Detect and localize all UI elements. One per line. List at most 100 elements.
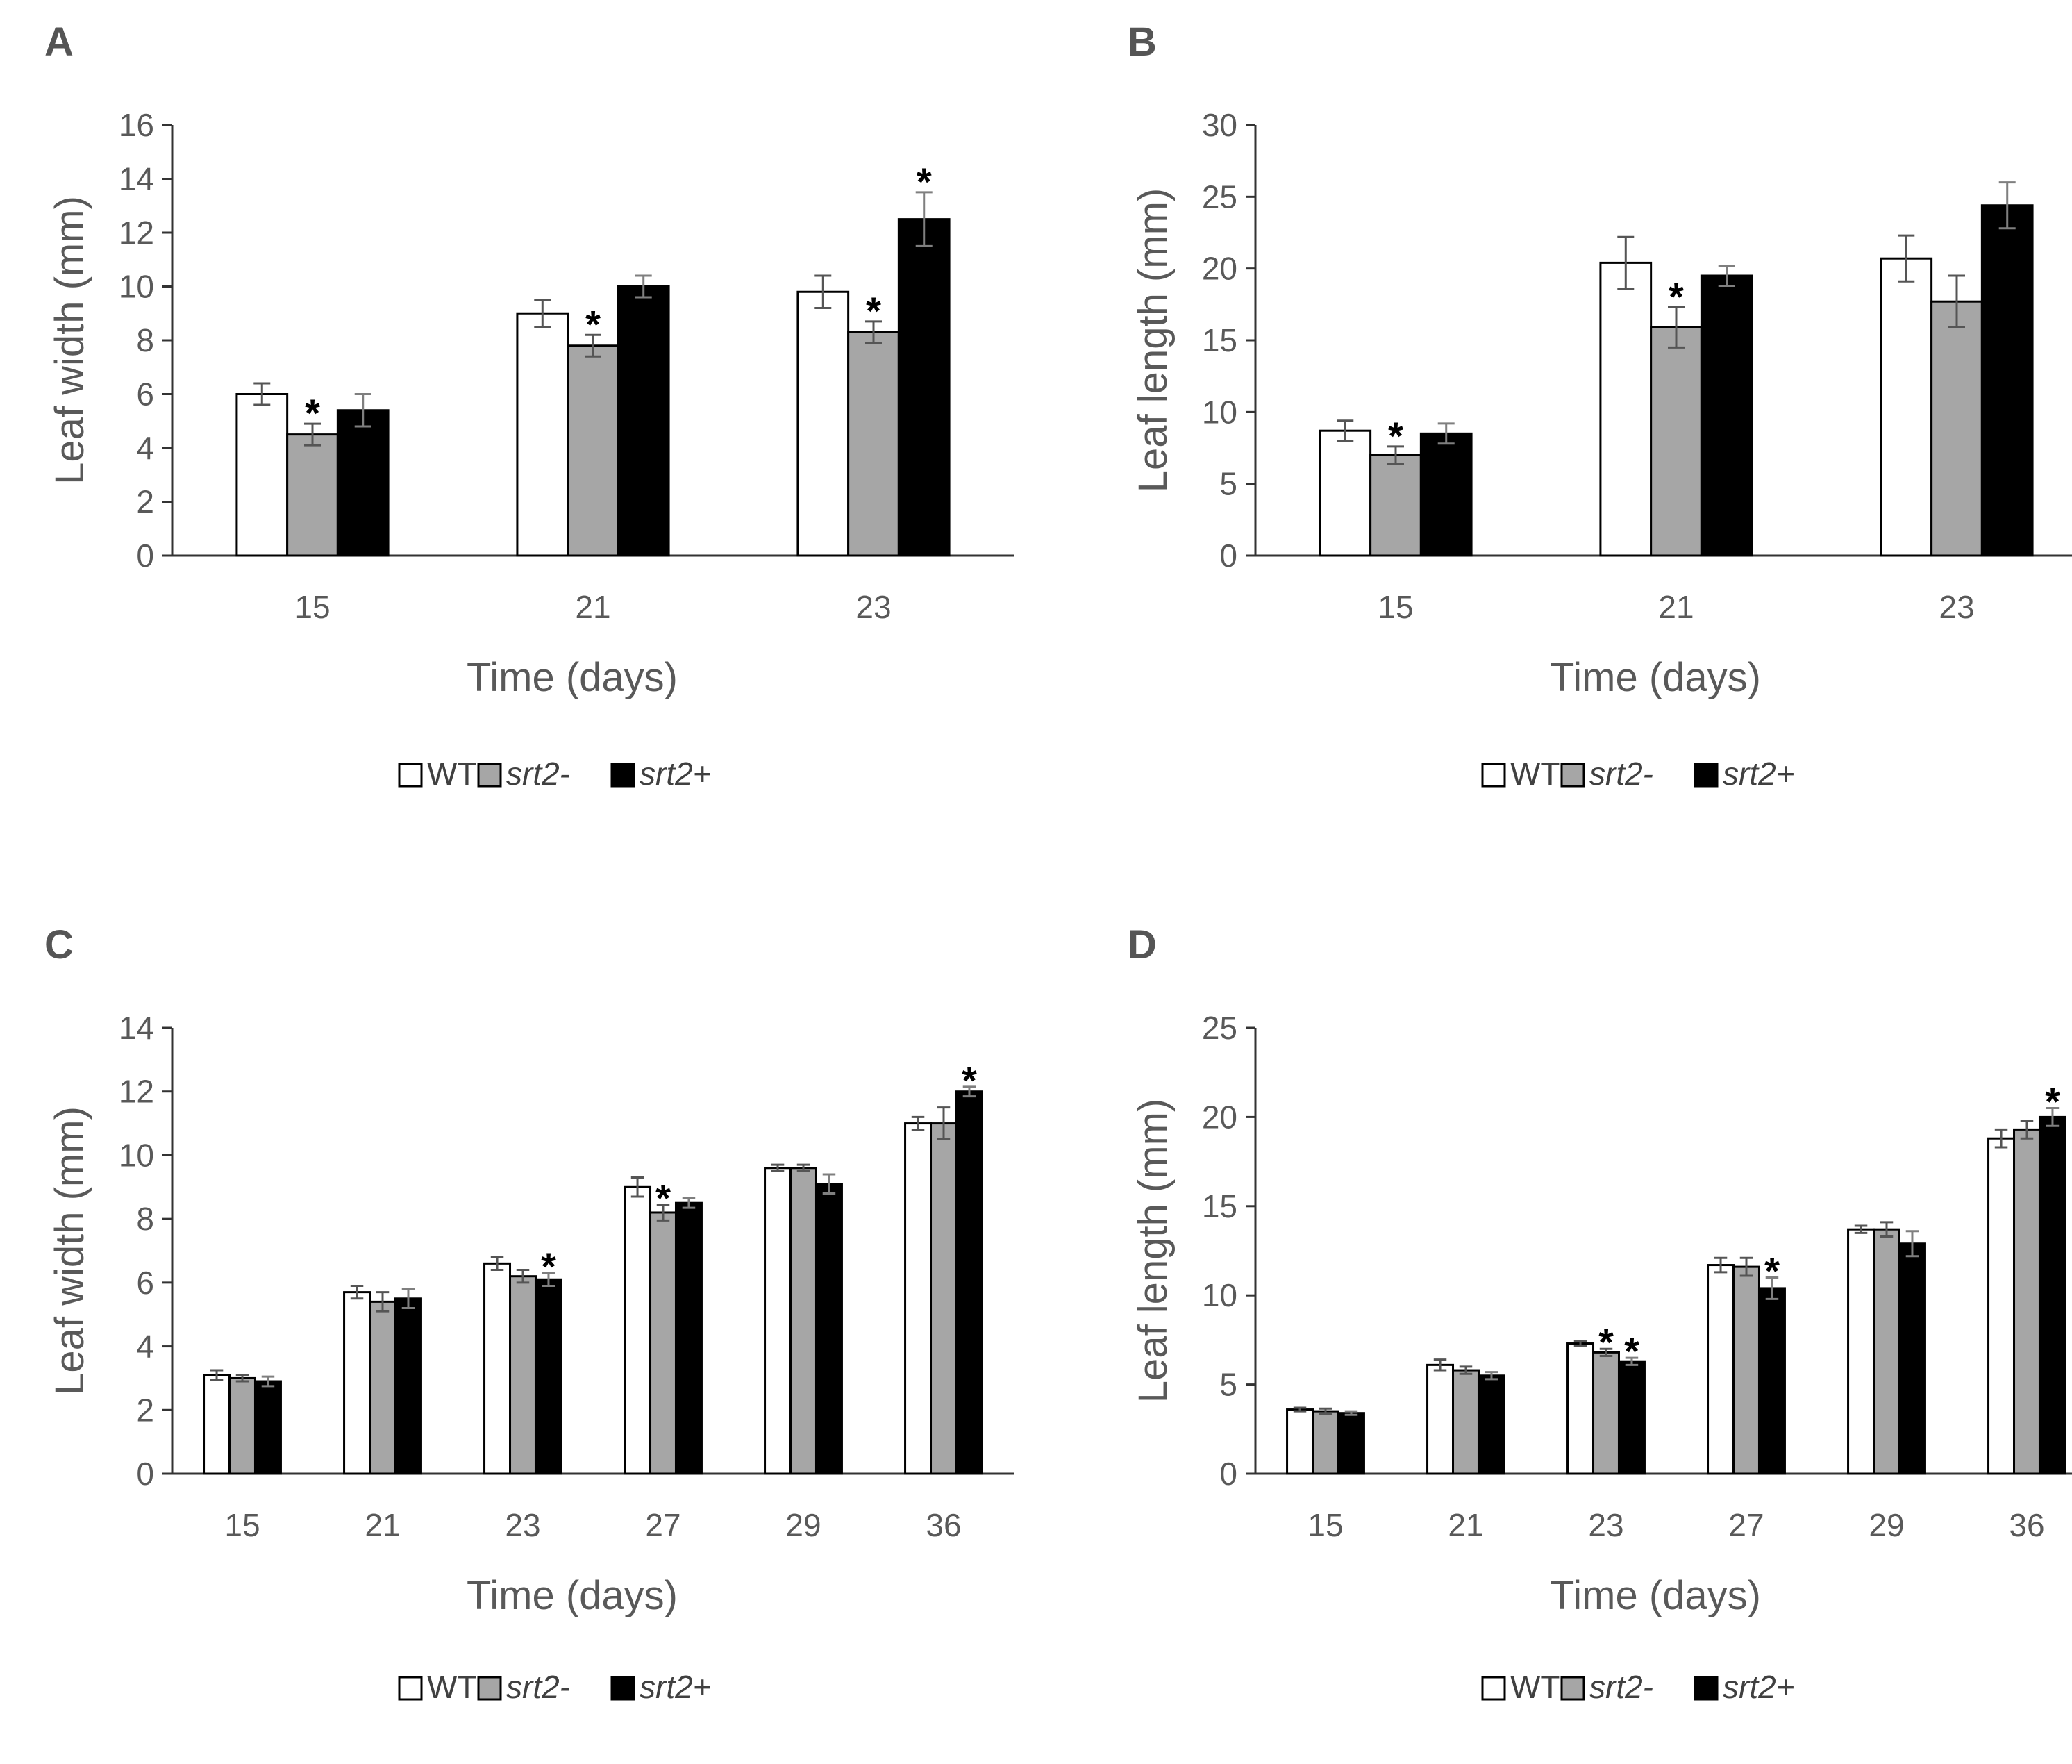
significance-star: * bbox=[962, 1058, 977, 1102]
bar-WT-15 bbox=[1319, 429, 1372, 557]
bar-srt2-21 bbox=[617, 285, 670, 557]
legend-label: srt2- bbox=[1589, 756, 1653, 792]
y-axis-title: Leaf length (mm) bbox=[1130, 188, 1176, 492]
bar-srt2-36 bbox=[2038, 1115, 2066, 1475]
bar-srt2-29 bbox=[1898, 1242, 1926, 1475]
bar-srt2-21 bbox=[369, 1300, 396, 1475]
y-tick-label: 15 bbox=[1202, 1188, 1237, 1224]
y-tick-label: 15 bbox=[1202, 322, 1237, 358]
legend-label: WT bbox=[427, 756, 477, 792]
bar-WT-21 bbox=[343, 1291, 371, 1475]
x-tick-label: 29 bbox=[1869, 1507, 1904, 1543]
x-axis-title: Time (days) bbox=[467, 655, 678, 700]
y-tick-label: 20 bbox=[1202, 251, 1237, 287]
bar-srt2-27 bbox=[1732, 1265, 1760, 1475]
x-tick-label: 27 bbox=[1728, 1507, 1764, 1543]
bar-srt2-15 bbox=[1419, 432, 1473, 557]
bar-srt2-29 bbox=[789, 1167, 817, 1475]
y-tick-label: 10 bbox=[1202, 394, 1237, 430]
legend-label: srt2+ bbox=[640, 756, 712, 792]
y-tick-label: 12 bbox=[119, 1074, 154, 1110]
bar-srt2-23 bbox=[509, 1275, 537, 1475]
legend-label: WT bbox=[1510, 1669, 1560, 1705]
bar-srt2-23 bbox=[1592, 1351, 1620, 1475]
x-tick-label: 15 bbox=[1307, 1507, 1343, 1543]
legend-label: srt2+ bbox=[1723, 1669, 1795, 1705]
legend-swatch bbox=[1481, 1676, 1506, 1701]
bar-srt2-15 bbox=[1369, 454, 1422, 557]
x-axis-title: Time (days) bbox=[1550, 1573, 1761, 1618]
legend-swatch bbox=[1481, 763, 1506, 788]
bar-WT-21 bbox=[1599, 261, 1653, 557]
bar-WT-27 bbox=[624, 1185, 652, 1475]
bar-srt2-15 bbox=[1312, 1410, 1339, 1475]
legend-swatch bbox=[610, 763, 635, 788]
significance-star: * bbox=[305, 391, 320, 435]
panel-letter: D bbox=[1128, 922, 1157, 967]
panel-letter: C bbox=[44, 922, 74, 967]
bar-WT-23 bbox=[796, 290, 850, 557]
legend: WT srt2- srt2+ bbox=[1481, 1669, 1795, 1705]
bar-WT-15 bbox=[1286, 1408, 1314, 1475]
y-axis-title: Leaf width (mm) bbox=[47, 1106, 92, 1395]
bar-WT-23 bbox=[483, 1262, 512, 1475]
bar-WT-15 bbox=[235, 393, 289, 557]
bar-srt2-21 bbox=[1650, 326, 1703, 557]
y-tick-label: 16 bbox=[119, 107, 154, 143]
bar-srt2-23 bbox=[534, 1278, 562, 1475]
bar-srt2-23 bbox=[1617, 1360, 1646, 1475]
legend-swatch bbox=[398, 763, 423, 788]
y-tick-label: 30 bbox=[1202, 107, 1237, 143]
significance-star: * bbox=[1669, 274, 1684, 318]
chart-panel-c: C 0 2 4 6 8 10 12 14 15 21 * 23 * 27 29 * 36 Time (days) Le… bbox=[14, 910, 1042, 1764]
x-tick-label: 29 bbox=[785, 1507, 821, 1543]
y-tick-label: 0 bbox=[1219, 538, 1237, 574]
x-tick-label: 15 bbox=[1378, 589, 1413, 625]
y-tick-label: 4 bbox=[136, 1329, 154, 1365]
x-tick-label: 15 bbox=[294, 589, 330, 625]
legend-swatch bbox=[1560, 1676, 1585, 1701]
legend-swatch bbox=[1560, 763, 1585, 788]
y-tick-label: 6 bbox=[136, 376, 154, 413]
legend-label: srt2- bbox=[506, 756, 570, 792]
significance-star: * bbox=[2045, 1080, 2060, 1124]
y-tick-label: 25 bbox=[1202, 1010, 1237, 1046]
y-tick-label: 5 bbox=[1219, 1367, 1237, 1403]
legend-swatch bbox=[1694, 1676, 1719, 1701]
x-tick-label: 23 bbox=[1588, 1507, 1623, 1543]
x-axis-title: Time (days) bbox=[467, 1573, 678, 1618]
y-tick-label: 6 bbox=[136, 1265, 154, 1301]
bar-srt2-36 bbox=[955, 1090, 983, 1475]
bar-WT-23 bbox=[1566, 1342, 1595, 1475]
significance-star: * bbox=[1598, 1320, 1614, 1364]
bar-srt2-36 bbox=[930, 1122, 958, 1475]
bar-srt2-36 bbox=[2013, 1128, 2041, 1475]
chart-svg: C 0 2 4 6 8 10 12 14 15 21 * 23 * 27 29 * 36 Time (days) Le… bbox=[44, 922, 1014, 1705]
y-tick-label: 0 bbox=[136, 538, 154, 574]
legend-label: srt2+ bbox=[640, 1669, 712, 1705]
legend-label: srt2+ bbox=[1723, 756, 1795, 792]
legend-swatch bbox=[610, 1676, 635, 1701]
chart-panel-d: D 0 5 10 15 20 25 15 21 * * 23 * 27 29 * 36 Time (days) Le… bbox=[1097, 910, 2072, 1764]
x-tick-label: 21 bbox=[1448, 1507, 1483, 1543]
x-tick-label: 23 bbox=[1939, 589, 1974, 625]
bar-srt2-27 bbox=[674, 1201, 703, 1475]
bar-WT-15 bbox=[203, 1374, 231, 1475]
x-tick-label: 27 bbox=[645, 1507, 680, 1543]
legend-swatch bbox=[398, 1676, 423, 1701]
bar-WT-36 bbox=[904, 1122, 933, 1475]
x-tick-label: 15 bbox=[224, 1507, 260, 1543]
bar-srt2-29 bbox=[1873, 1228, 1900, 1475]
y-tick-label: 4 bbox=[136, 430, 154, 466]
significance-star: * bbox=[585, 302, 601, 346]
bar-srt2-27 bbox=[649, 1211, 677, 1475]
bar-srt2-29 bbox=[814, 1183, 843, 1475]
legend-swatch bbox=[477, 763, 502, 788]
legend-label: srt2- bbox=[1589, 1669, 1653, 1705]
bar-srt2-23 bbox=[897, 218, 951, 557]
bar-srt2-15 bbox=[1337, 1412, 1365, 1475]
y-axis-title: Leaf width (mm) bbox=[47, 196, 92, 485]
bar-srt2-15 bbox=[253, 1380, 282, 1475]
panel-letter: B bbox=[1128, 19, 1157, 65]
